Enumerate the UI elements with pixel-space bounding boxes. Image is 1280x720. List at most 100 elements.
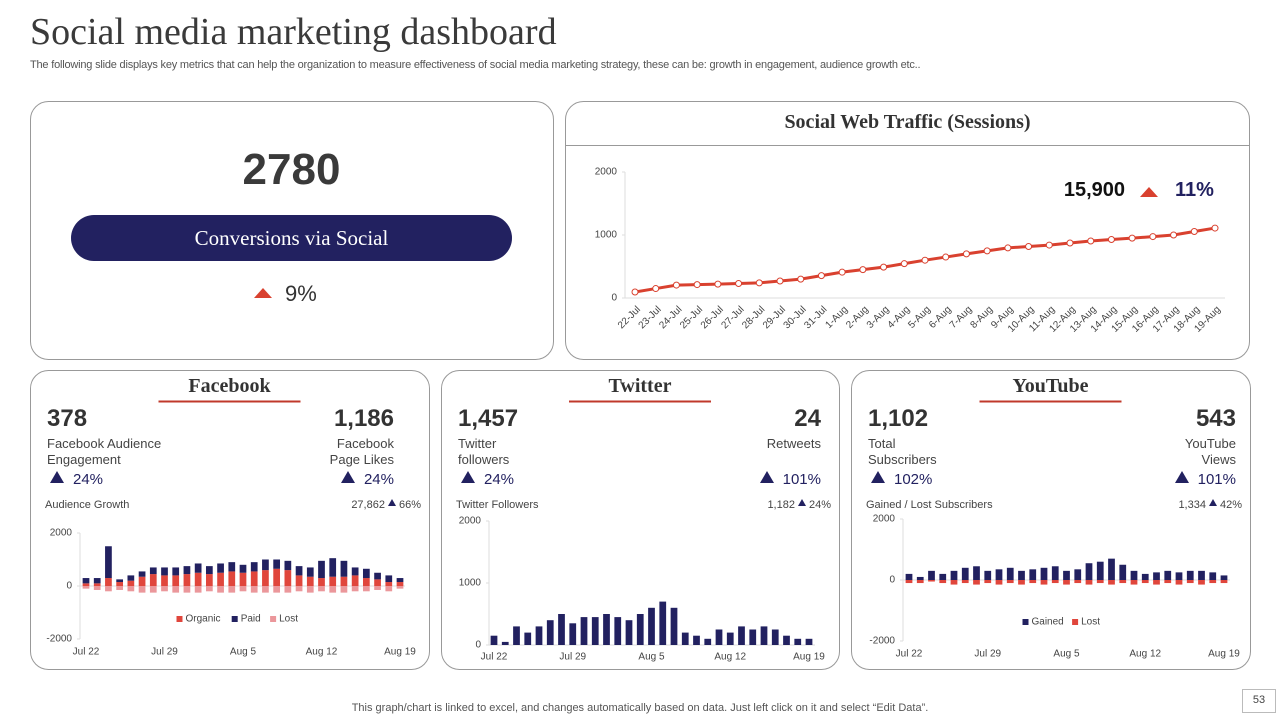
point bbox=[776, 277, 784, 285]
bar bbox=[385, 582, 393, 586]
point bbox=[1087, 237, 1095, 245]
point bbox=[1004, 244, 1012, 252]
y-tick-label: 2000 bbox=[873, 514, 896, 525]
change-value: 101% bbox=[1197, 471, 1236, 488]
bar bbox=[127, 580, 135, 586]
bar bbox=[490, 635, 498, 645]
bar bbox=[771, 629, 779, 645]
bar bbox=[161, 586, 168, 592]
bar bbox=[950, 570, 958, 580]
legend-label: Gained bbox=[1032, 617, 1064, 628]
bar bbox=[385, 575, 393, 583]
up-arrow bbox=[461, 471, 475, 483]
bar bbox=[351, 567, 359, 576]
legend-label: Lost bbox=[279, 614, 298, 625]
bar bbox=[961, 567, 969, 580]
bar bbox=[591, 617, 599, 645]
point bbox=[1149, 233, 1157, 241]
bar bbox=[1040, 580, 1048, 585]
bar bbox=[217, 563, 224, 573]
bar bbox=[1096, 580, 1104, 584]
x-tick-label: Jul 22 bbox=[481, 652, 508, 663]
bar bbox=[217, 572, 224, 586]
bar bbox=[1029, 580, 1037, 584]
bar bbox=[351, 586, 359, 592]
x-tick-label: 28-Jul bbox=[740, 304, 767, 331]
point bbox=[962, 250, 970, 258]
bar bbox=[273, 586, 281, 593]
bar bbox=[670, 607, 678, 645]
point bbox=[1190, 228, 1198, 236]
bar bbox=[374, 572, 381, 580]
annotation-change: 24% bbox=[808, 499, 831, 511]
bar bbox=[250, 586, 258, 593]
x-tick-label: Aug 12 bbox=[1129, 649, 1161, 660]
up-arrow bbox=[387, 499, 396, 506]
x-tick-label: 8-Aug bbox=[968, 304, 995, 331]
change-value: 24% bbox=[484, 471, 515, 488]
bar bbox=[1074, 569, 1082, 580]
bar bbox=[984, 570, 992, 580]
bar bbox=[329, 576, 337, 586]
bar bbox=[385, 586, 393, 592]
metric-change: 101% bbox=[621, 471, 821, 488]
bar bbox=[1186, 570, 1194, 580]
bar bbox=[580, 617, 588, 645]
bar bbox=[1209, 572, 1217, 580]
x-tick-label: Jul 29 bbox=[974, 649, 1001, 660]
bar bbox=[805, 638, 813, 645]
bar bbox=[1119, 580, 1127, 584]
legend-label: Organic bbox=[186, 614, 221, 625]
bar bbox=[194, 572, 202, 586]
x-tick-label: Jul 22 bbox=[73, 647, 100, 658]
up-arrow bbox=[254, 288, 272, 298]
x-tick-label: 1-Aug bbox=[823, 304, 850, 331]
bar bbox=[1220, 575, 1228, 580]
point bbox=[652, 285, 660, 293]
bar bbox=[961, 580, 969, 584]
chart-annotation: 1,334 42% bbox=[1040, 499, 1242, 511]
metric-label: Facebook Audience Engagement bbox=[47, 436, 162, 467]
point bbox=[983, 247, 991, 255]
up-arrow bbox=[871, 471, 885, 483]
x-tick-label: Aug 19 bbox=[384, 647, 416, 658]
bar bbox=[183, 586, 191, 593]
bar bbox=[783, 635, 790, 645]
bar bbox=[183, 566, 191, 575]
bar bbox=[569, 623, 577, 645]
bar bbox=[127, 575, 135, 581]
bar bbox=[1085, 580, 1093, 585]
bar bbox=[984, 580, 992, 584]
bar bbox=[262, 570, 269, 586]
bar bbox=[205, 586, 213, 592]
bar bbox=[1063, 580, 1070, 585]
bar bbox=[172, 586, 180, 593]
page-number-box bbox=[1242, 689, 1276, 713]
bar bbox=[905, 580, 913, 584]
metric-value: 543 bbox=[1195, 405, 1236, 432]
bar bbox=[284, 560, 292, 571]
bar bbox=[524, 632, 532, 645]
annotation-total: 1,334 bbox=[1178, 499, 1206, 511]
page-number: 53 bbox=[1252, 694, 1266, 706]
y-tick-label: -2000 bbox=[869, 636, 895, 647]
bar bbox=[558, 614, 565, 645]
bar bbox=[295, 575, 303, 586]
bar bbox=[1186, 580, 1194, 584]
change-value: 101% bbox=[782, 471, 821, 488]
bar bbox=[1063, 570, 1070, 580]
bar bbox=[950, 580, 958, 585]
x-tick-label: 7-Aug bbox=[948, 304, 975, 331]
bar bbox=[329, 558, 337, 577]
legend-swatch bbox=[1022, 619, 1029, 625]
annotation-change: 66% bbox=[398, 499, 421, 511]
bar bbox=[1029, 569, 1037, 580]
x-tick-label: 31-Jul bbox=[802, 304, 829, 331]
x-tick-label: 26-Jul bbox=[699, 304, 726, 331]
point bbox=[1045, 241, 1053, 249]
x-tick-label: Aug 12 bbox=[714, 652, 746, 663]
change-value: 24% bbox=[363, 471, 394, 488]
bar bbox=[273, 559, 281, 569]
metric-label: YouTube Views bbox=[1184, 436, 1236, 467]
x-tick-label: 5-Aug bbox=[906, 304, 933, 331]
